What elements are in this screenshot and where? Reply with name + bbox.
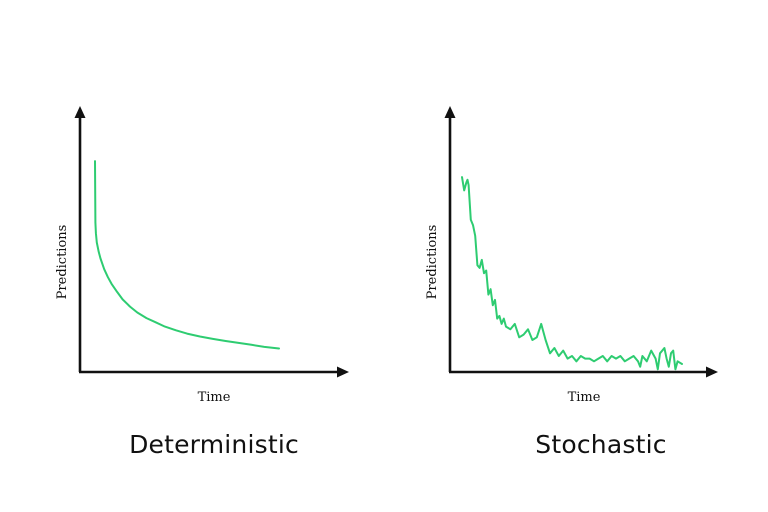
- deterministic-caption: Deterministic: [129, 430, 299, 459]
- deterministic-chart: Predictions Time Deterministic: [55, 106, 349, 459]
- stochastic-series-line: [461, 176, 683, 371]
- deterministic-y-axis-arrow: [74, 106, 86, 118]
- stochastic-x-axis-arrow: [706, 366, 718, 378]
- stochastic-y-axis-label: Predictions: [425, 225, 440, 300]
- stochastic-caption: Stochastic: [535, 430, 666, 459]
- deterministic-y-axis-label: Predictions: [55, 225, 70, 300]
- deterministic-x-axis-arrow: [337, 366, 349, 378]
- stochastic-y-axis-arrow: [444, 106, 456, 118]
- stochastic-x-axis-label: Time: [568, 390, 601, 405]
- deterministic-x-axis-label: Time: [198, 390, 231, 405]
- deterministic-series-line: [94, 160, 280, 350]
- stochastic-chart: Predictions Time Stochastic: [425, 106, 718, 459]
